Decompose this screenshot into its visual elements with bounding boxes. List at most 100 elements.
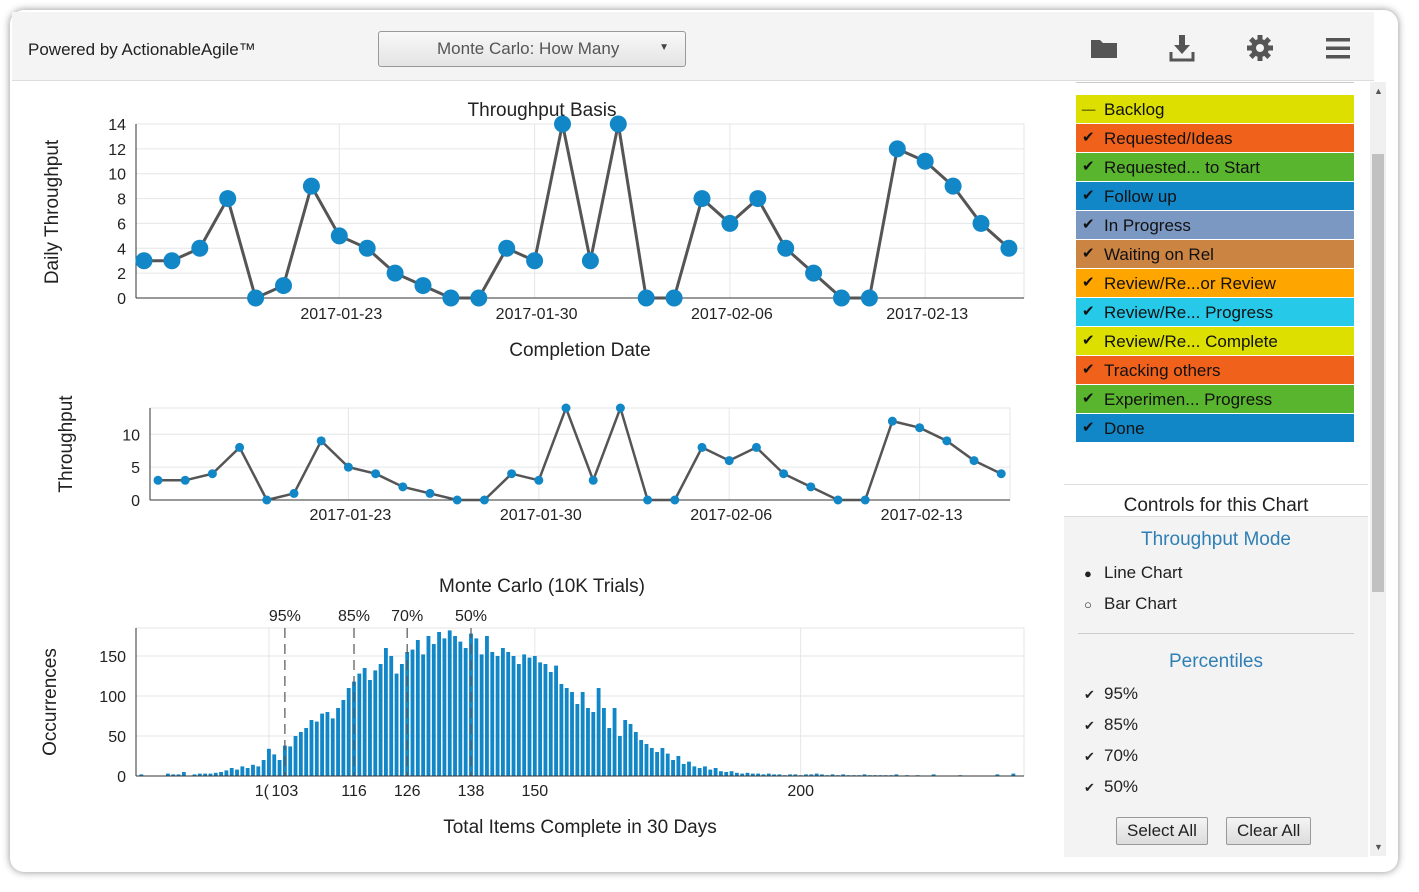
legend-item-label: Tracking others <box>1104 361 1221 380</box>
data-point <box>470 289 488 307</box>
x-tick-label: 2017-01-30 <box>500 507 582 524</box>
clear-all-button[interactable]: Clear All <box>1226 817 1312 845</box>
histogram-bar <box>208 773 213 776</box>
x-tick-label: 2017-02-13 <box>881 507 963 524</box>
checkmark-icon: ✔ <box>1082 216 1095 233</box>
checkbox-p50[interactable]: ✔ 50% <box>1084 777 1138 797</box>
y-axis-label: Throughput <box>56 395 77 493</box>
legend-item[interactable]: ✔ Done <box>1076 414 1354 442</box>
y-tick-label: 0 <box>117 769 126 786</box>
menu-icon[interactable] <box>1322 32 1354 64</box>
histogram-bar <box>410 649 415 776</box>
histogram-bar <box>485 636 489 776</box>
y-tick-label: 5 <box>131 460 140 477</box>
data-point <box>833 495 843 505</box>
legend-item[interactable]: ✔ Requested... to Start <box>1076 153 1354 181</box>
histogram-bar <box>644 744 649 776</box>
data-point <box>833 289 850 307</box>
histogram-bar <box>522 654 527 776</box>
data-point <box>180 475 190 485</box>
histogram-bar <box>277 760 282 776</box>
legend-item-label: Review/Re... Progress <box>1104 303 1274 322</box>
radio-selected-icon: ● <box>1084 566 1092 581</box>
x-tick-label: 150 <box>521 783 548 800</box>
legend-item-label: Review/Re...or Review <box>1104 274 1276 293</box>
data-point <box>615 403 625 413</box>
download-icon[interactable] <box>1166 32 1198 64</box>
histogram-bar <box>431 644 436 776</box>
histogram-bar <box>745 772 750 776</box>
radio-line-chart[interactable]: ● Line Chart <box>1084 563 1182 583</box>
histogram-bar <box>841 774 846 776</box>
x-axis-label: Completion Date <box>509 340 651 361</box>
histogram-bar <box>591 712 596 776</box>
data-point <box>207 469 217 479</box>
data-point <box>996 469 1006 479</box>
histogram-bar <box>171 774 176 776</box>
histogram-bar <box>734 772 739 776</box>
gear-icon[interactable] <box>1244 32 1276 64</box>
histogram-bar <box>931 774 936 776</box>
histogram-bar <box>261 760 266 776</box>
histogram-bar <box>490 652 495 776</box>
histogram-bar <box>628 724 633 776</box>
data-point <box>779 469 789 479</box>
histogram-bar <box>692 766 697 776</box>
data-point <box>916 152 934 170</box>
data-point <box>386 264 404 282</box>
histogram-bar <box>708 769 713 776</box>
histogram-bar <box>538 662 543 776</box>
checkbox-p70-label: 70% <box>1104 746 1139 765</box>
histogram-bar <box>458 641 463 776</box>
percentile-label: 85% <box>338 608 370 625</box>
histogram-bar <box>251 764 255 776</box>
legend-item[interactable]: ✔ Requested/Ideas <box>1076 124 1354 152</box>
data-point <box>888 140 906 158</box>
histogram-bar <box>421 654 426 776</box>
histogram-bar <box>203 773 208 776</box>
legend-item[interactable]: ✔ Follow up <box>1076 182 1354 210</box>
histogram-bar <box>165 773 170 776</box>
legend-item[interactable]: ✔ Experimen... Progress <box>1076 385 1354 413</box>
histogram-bar <box>655 752 660 776</box>
legend-item[interactable]: ✔ Review/Re...or Review <box>1076 269 1354 297</box>
legend-item[interactable]: ✔ Review/Re... Complete <box>1076 327 1354 355</box>
legend-item[interactable]: ✔ Tracking others <box>1076 356 1354 384</box>
legend-item[interactable]: ✔ In Progress <box>1076 211 1354 239</box>
folder-icon[interactable] <box>1088 32 1120 64</box>
data-point <box>414 277 432 295</box>
checkmark-icon: ✔ <box>1084 749 1095 764</box>
y-tick-label: 10 <box>122 427 140 444</box>
data-point <box>609 115 627 133</box>
data-point <box>670 495 680 505</box>
histogram-bar <box>213 772 218 776</box>
histogram-bar <box>660 748 665 776</box>
dropdown-selected-value: Monte Carlo: How Many <box>437 39 620 58</box>
y-tick-label: 0 <box>117 291 126 308</box>
x-tick-label: 2017-02-06 <box>690 507 772 524</box>
legend-item-label: Experimen... Progress <box>1104 390 1273 409</box>
scrollbar[interactable]: ▲ ▼ <box>1370 82 1386 856</box>
histogram-bar <box>336 708 340 776</box>
legend-item[interactable]: ✔ Waiting on Rel <box>1076 240 1354 268</box>
scroll-down-icon[interactable]: ▼ <box>1374 842 1383 852</box>
y-tick-label: 6 <box>117 216 126 233</box>
data-point <box>507 469 517 479</box>
x-tick-label: 138 <box>458 783 485 800</box>
radio-bar-chart[interactable]: ○ Bar Chart <box>1084 594 1177 614</box>
legend-item[interactable]: ✔ Review/Re... Progress <box>1076 298 1354 326</box>
checkbox-p70[interactable]: ✔ 70% <box>1084 746 1138 766</box>
checkbox-p95[interactable]: ✔ 95% <box>1084 684 1138 704</box>
legend-item[interactable]: __ Backlog <box>1076 95 1354 123</box>
data-point <box>163 252 181 270</box>
checkbox-p85[interactable]: ✔ 85% <box>1084 715 1138 735</box>
scroll-up-icon[interactable]: ▲ <box>1374 86 1383 96</box>
data-point <box>969 456 979 466</box>
select-all-button[interactable]: Select All <box>1116 817 1208 845</box>
histogram-bar <box>181 772 186 776</box>
scrollbar-thumb[interactable] <box>1372 154 1384 592</box>
chart-type-dropdown[interactable]: Monte Carlo: How Many ▼ <box>378 31 686 67</box>
histogram-bar <box>442 638 447 776</box>
radio-unselected-icon: ○ <box>1084 597 1092 612</box>
data-point <box>693 190 711 208</box>
